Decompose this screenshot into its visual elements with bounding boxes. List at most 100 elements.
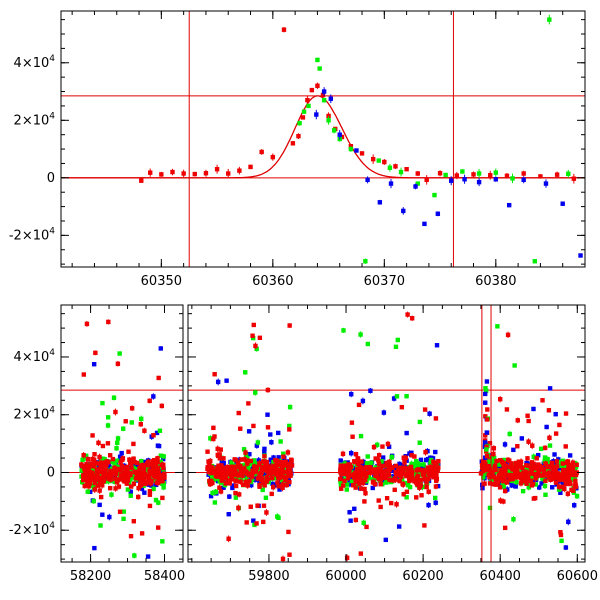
data-point-red	[415, 171, 420, 176]
data-point-red	[565, 491, 571, 496]
data-point-green	[132, 553, 137, 558]
data-point-red	[97, 488, 102, 493]
data-point-red	[504, 173, 510, 179]
data-point-red	[569, 462, 575, 468]
data-point-red	[264, 459, 270, 465]
data-point-red	[556, 484, 562, 489]
data-point-red	[408, 472, 414, 478]
event-point	[484, 417, 490, 422]
data-point-red	[551, 468, 556, 473]
data-point-red	[406, 475, 412, 481]
data-point-red	[290, 141, 296, 146]
data-point-red	[434, 472, 439, 477]
data-point-red	[229, 467, 234, 473]
data-point-red	[86, 467, 91, 472]
data-point-red	[558, 532, 564, 538]
data-point-red	[281, 474, 287, 480]
data-point-red	[549, 460, 555, 466]
data-point-red	[482, 481, 487, 486]
data-point-red	[253, 343, 258, 349]
data-point-blue	[380, 455, 386, 460]
data-point-red	[387, 463, 392, 468]
data-point-green	[208, 436, 213, 441]
x-tick-label: 58400	[144, 569, 185, 584]
data-point-red	[218, 447, 223, 452]
data-point-red	[561, 474, 567, 480]
data-point-red	[566, 462, 572, 468]
data-point-green	[115, 440, 120, 446]
data-point-red	[418, 478, 423, 483]
data-point-red	[543, 461, 548, 466]
data-point-green	[415, 181, 420, 186]
data-point-red	[155, 480, 160, 485]
data-point-blue	[230, 485, 235, 491]
data-point-blue	[226, 511, 231, 517]
data-point-red	[383, 468, 389, 473]
data-point-blue	[422, 221, 427, 227]
data-point-red	[346, 475, 351, 481]
data-point-red	[405, 466, 410, 471]
data-point-green	[412, 463, 418, 468]
data-point-red	[525, 413, 530, 418]
data-point-red	[495, 477, 500, 483]
data-point-red	[420, 469, 425, 475]
data-point-red	[241, 470, 246, 475]
data-point-green	[100, 400, 105, 406]
event-point	[484, 447, 489, 452]
data-point-red	[526, 470, 531, 475]
data-point-green	[482, 471, 488, 476]
data-point-blue	[94, 464, 100, 469]
x-tick-label: 60600	[557, 569, 598, 584]
data-point-red	[433, 470, 438, 475]
data-point-red	[543, 471, 548, 476]
data-point-red	[277, 475, 282, 481]
data-point-red	[220, 472, 225, 478]
data-point-blue	[160, 456, 166, 462]
data-point-red	[483, 461, 488, 467]
data-point-red	[131, 481, 137, 487]
data-point-red	[433, 478, 439, 484]
data-point-green	[161, 454, 166, 459]
data-point-red	[283, 477, 288, 483]
data-point-red	[226, 171, 231, 176]
y-tick-label: 4×104	[14, 348, 56, 365]
data-point-blue	[347, 510, 352, 515]
data-point-red	[144, 473, 150, 478]
data-point-red	[364, 524, 369, 530]
data-point-red	[419, 493, 424, 498]
data-point-green	[317, 66, 322, 71]
data-point-green	[153, 497, 159, 503]
data-point-red	[287, 323, 292, 328]
data-point-red	[388, 500, 394, 506]
data-point-red	[102, 460, 108, 465]
data-point-red	[95, 473, 100, 478]
data-point-red	[274, 469, 279, 474]
data-point-red	[242, 457, 247, 462]
data-point-red	[509, 461, 514, 466]
data-point-green	[244, 477, 249, 482]
y-tick-label: 0	[47, 465, 55, 480]
data-point-blue	[572, 503, 577, 508]
data-point-green	[393, 344, 399, 350]
data-point-blue	[349, 450, 354, 456]
data-point-green	[250, 335, 256, 341]
data-point-red	[92, 480, 98, 486]
data-point-green	[558, 463, 564, 469]
data-point-red	[220, 465, 225, 471]
data-point-green	[157, 428, 163, 433]
x-tick-label: 60360	[252, 274, 293, 289]
data-point-red	[233, 483, 239, 489]
data-point-red	[136, 469, 141, 474]
data-point-blue	[139, 486, 145, 491]
data-point-red	[132, 460, 137, 465]
data-point-red	[487, 440, 493, 446]
data-point-green	[417, 440, 422, 445]
y-tick-label: 2×104	[14, 111, 56, 128]
data-point-blue	[521, 177, 526, 183]
data-point-red	[217, 485, 222, 490]
data-point-red	[540, 398, 545, 403]
data-point-red	[507, 464, 513, 470]
data-point-red	[125, 478, 130, 483]
data-point-red	[573, 478, 578, 484]
data-point-blue	[262, 449, 267, 454]
